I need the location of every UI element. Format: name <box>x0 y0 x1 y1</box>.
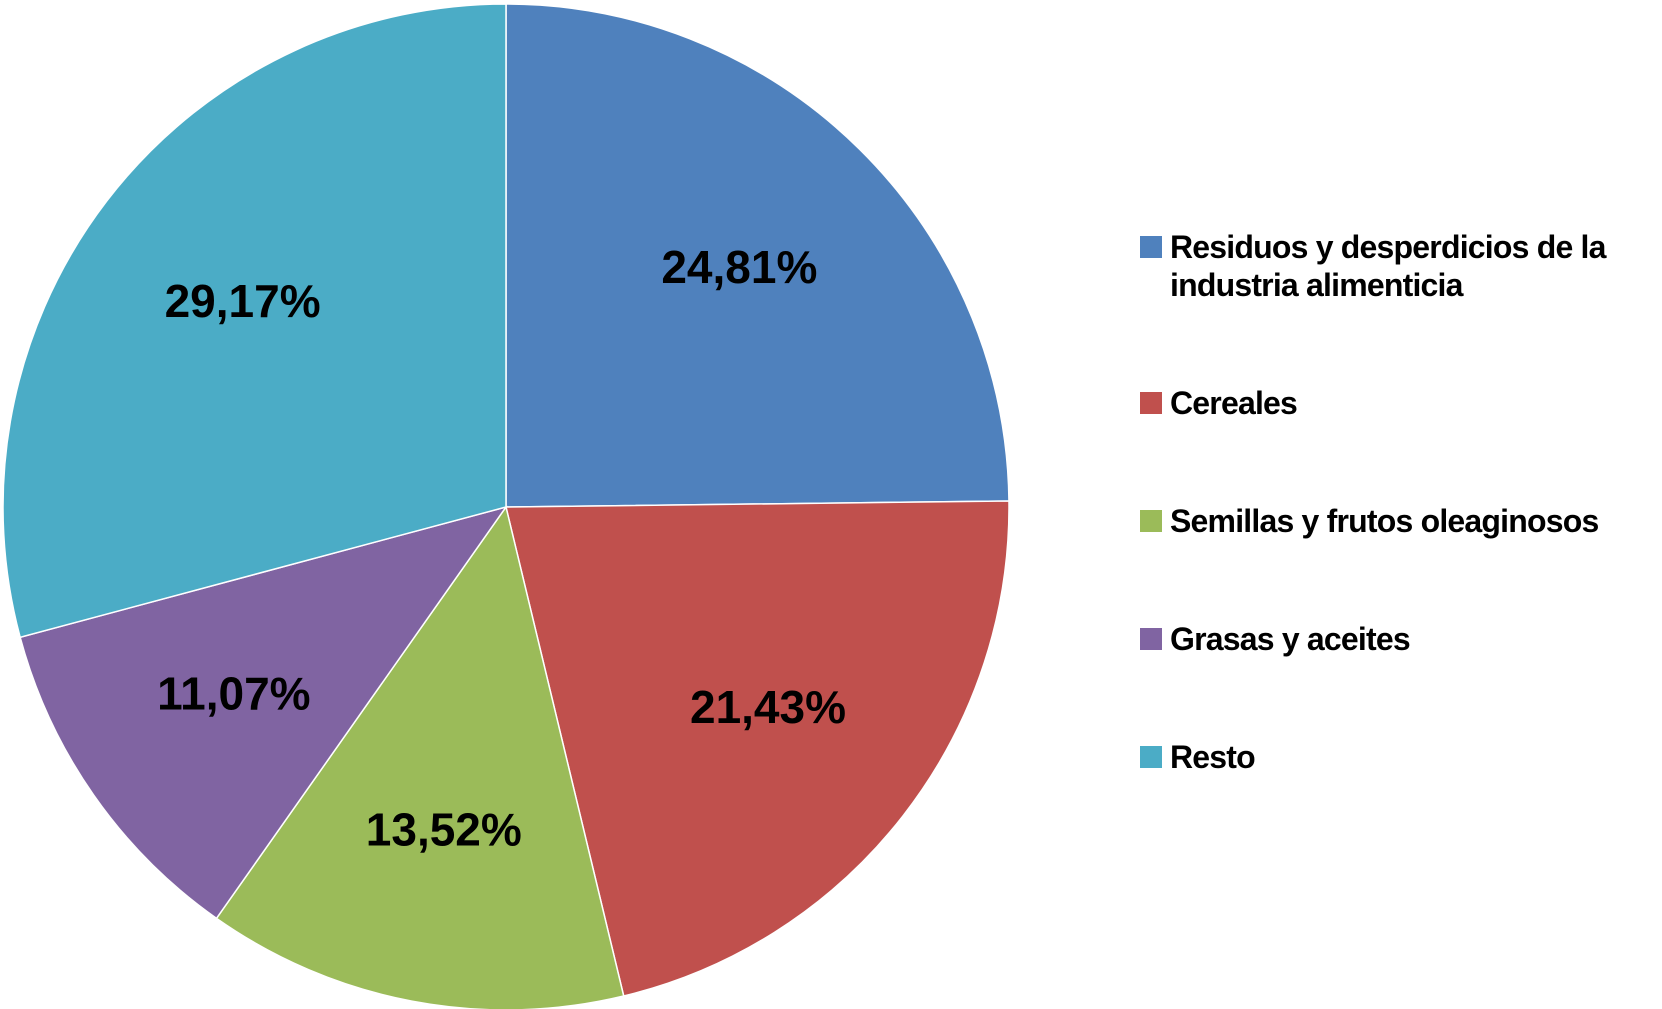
legend-label: Grasas y aceites <box>1170 621 1411 657</box>
legend-label: Semillas y frutos oleaginosos <box>1170 503 1599 539</box>
legend-swatch <box>1140 628 1162 650</box>
legend-label: Residuos y desperdicios de la industria … <box>1170 229 1606 303</box>
pie-slice <box>215 505 625 1009</box>
legend-item: Residuos y desperdicios de la industria … <box>1140 228 1660 304</box>
data-label: 11,07% <box>157 667 310 719</box>
data-label: 13,52% <box>366 803 522 855</box>
legend-item: Cereales <box>1140 384 1660 422</box>
data-label: 29,17% <box>165 275 321 327</box>
pie-slice <box>2 3 507 639</box>
legend-item: Semillas y frutos oleaginosos <box>1140 502 1660 540</box>
legend: Residuos y desperdicios de la industria … <box>1140 228 1660 856</box>
legend-item: Resto <box>1140 738 1660 776</box>
legend-label: Cereales <box>1170 385 1298 421</box>
data-label: 21,43% <box>690 681 846 733</box>
pie-slice <box>505 500 1010 997</box>
legend-swatch <box>1140 236 1162 258</box>
legend-label: Resto <box>1170 739 1256 775</box>
legend-swatch <box>1140 392 1162 414</box>
pie-slice <box>505 3 1010 508</box>
pie-slice <box>19 505 508 920</box>
data-label: 24,81% <box>661 241 817 293</box>
legend-item: Grasas y aceites <box>1140 620 1660 658</box>
legend-swatch <box>1140 746 1162 768</box>
legend-swatch <box>1140 510 1162 532</box>
